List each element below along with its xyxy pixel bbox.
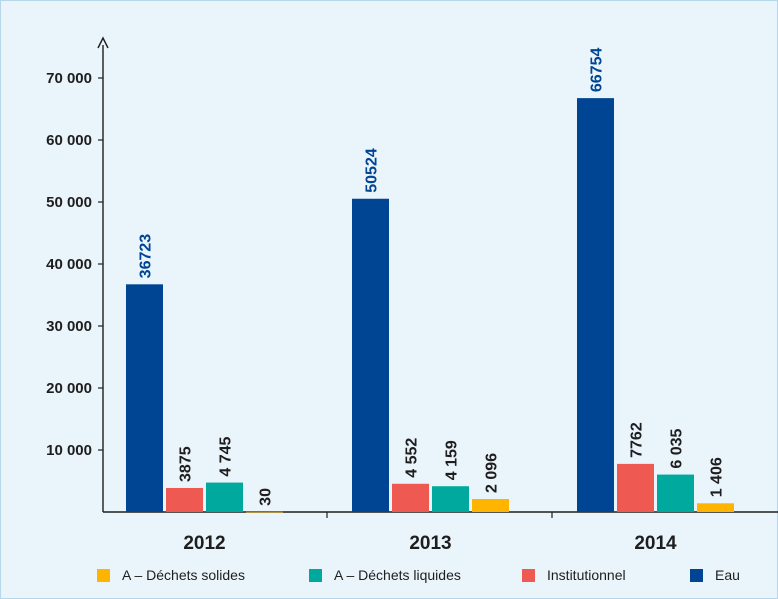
x-category-label: 2013 <box>409 533 451 554</box>
data-label: 3875 <box>178 446 195 482</box>
bar <box>126 284 163 512</box>
data-label: 2 096 <box>484 453 501 493</box>
y-tick-label: 50 000 <box>46 194 92 211</box>
legend-item: Institutionnel <box>522 565 626 585</box>
data-label: 7762 <box>629 422 646 458</box>
y-tick-label: 40 000 <box>46 256 92 273</box>
y-tick-label: 30 000 <box>46 318 92 335</box>
bar <box>577 98 614 513</box>
bar <box>432 486 469 512</box>
bar <box>617 463 654 512</box>
data-label: 30 <box>258 488 275 506</box>
data-label: 66754 <box>589 48 606 93</box>
bar <box>657 474 694 512</box>
y-tick-label: 60 000 <box>46 132 92 149</box>
legend-item: A – Déchets liquides <box>309 565 461 585</box>
x-category-label: 2014 <box>634 533 677 554</box>
bar <box>697 503 734 512</box>
x-category-label: 2012 <box>183 533 225 554</box>
legend-label: Eau <box>715 567 740 583</box>
legend-item: A – Déchets solides <box>97 565 245 585</box>
bar <box>472 499 509 512</box>
data-label: 4 745 <box>218 436 235 476</box>
bar <box>352 198 389 512</box>
bar <box>166 487 203 512</box>
bar <box>206 482 243 512</box>
legend-label: A – Déchets liquides <box>334 567 461 583</box>
y-axis-arrow <box>97 36 109 49</box>
chart-legend: A – Déchets solides A – Déchets liquides I… <box>0 565 778 585</box>
legend-item: Eau <box>690 565 740 585</box>
legend-swatch <box>309 568 322 582</box>
legend-label: Institutionnel <box>547 567 626 583</box>
data-label: 36723 <box>138 234 155 279</box>
data-label: 4 552 <box>404 438 421 478</box>
y-tick-label: 10 000 <box>46 442 92 459</box>
data-label: 50524 <box>364 148 381 193</box>
legend-label: A – Déchets solides <box>122 567 245 583</box>
data-label: 4 159 <box>444 440 461 480</box>
data-label: 6 035 <box>669 428 686 468</box>
bar <box>392 483 429 512</box>
legend-swatch <box>690 568 703 582</box>
bar <box>246 511 283 513</box>
y-tick-label: 70 000 <box>46 70 92 87</box>
data-label: 1 406 <box>709 457 726 497</box>
legend-swatch <box>522 568 535 582</box>
bar-chart: 10 000 20 000 30 000 40 000 50 000 60 000 70 0… <box>46 36 778 554</box>
legend-swatch <box>97 568 110 582</box>
y-tick-label: 20 000 <box>46 380 92 397</box>
